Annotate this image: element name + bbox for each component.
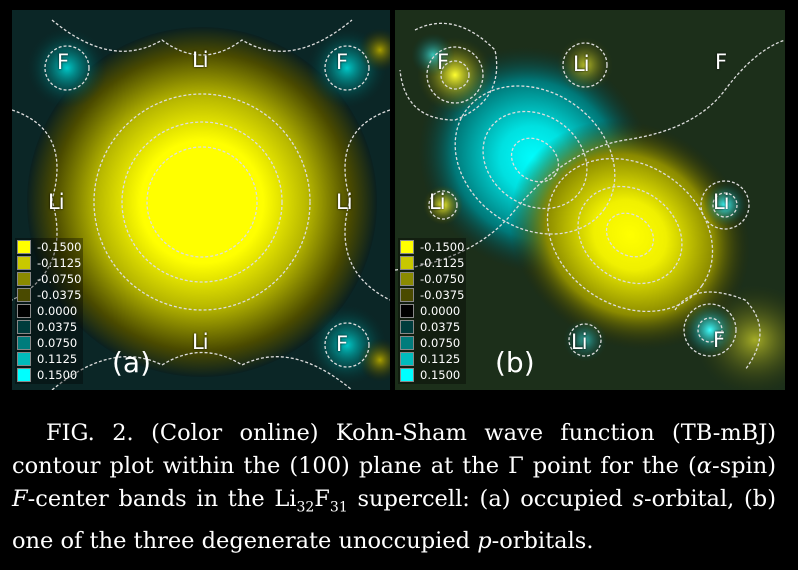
legend-row: 0.0000 — [400, 303, 464, 319]
atom-label: F — [336, 50, 348, 74]
atom-label: Li — [192, 330, 209, 354]
legend-value: 0.0375 — [37, 320, 78, 334]
panel-tag: (b) — [495, 346, 535, 379]
legend-value: 0.0000 — [420, 304, 461, 318]
caption-f-italic: F — [12, 486, 28, 512]
legend-swatch — [400, 272, 414, 286]
legend-row: -0.1125 — [17, 255, 81, 271]
figure-label: FIG. 2. — [46, 420, 134, 446]
legend-value: 0.1500 — [420, 368, 461, 382]
legend-row: 0.1500 — [17, 367, 81, 383]
contour-lines — [12, 19, 390, 390]
panel-a-contour-plot — [12, 10, 390, 390]
legend-value: -0.1500 — [420, 240, 465, 254]
atom-label: F — [713, 328, 725, 352]
legend-value: 0.1125 — [37, 352, 78, 366]
caption-subscript: 32 — [296, 499, 315, 516]
legend-row: -0.0750 — [17, 271, 81, 287]
legend-swatch — [400, 336, 414, 350]
legend-swatch — [17, 288, 31, 302]
color-legend: -0.1500 -0.1125 -0.0750 -0.0375 0.0000 0… — [15, 238, 84, 384]
legend-value: -0.1125 — [420, 256, 465, 270]
caption-text: -orbital, (b) one of the three degenerat… — [12, 486, 776, 554]
legend-value: 0.1125 — [420, 352, 461, 366]
atom-label: Li — [48, 190, 65, 214]
legend-swatch — [17, 352, 31, 366]
caption-text: supercell: (a) occupied — [347, 486, 633, 512]
legend-value: 0.1500 — [37, 368, 78, 382]
caption-text: -orbitals. — [491, 527, 594, 554]
legend-swatch — [400, 320, 414, 334]
caption-text: F — [314, 486, 330, 512]
legend-value: -0.1500 — [37, 240, 82, 254]
legend-value: -0.0375 — [37, 288, 82, 302]
legend-swatch — [17, 304, 31, 318]
legend-row: 0.0750 — [400, 335, 464, 351]
legend-value: -0.0750 — [37, 272, 82, 286]
panel-a-s-orbital: F Li F Li Li Li F -0.1500 -0.1125 -0.075… — [12, 10, 390, 390]
legend-swatch — [400, 256, 414, 270]
legend-row: -0.0375 — [17, 287, 81, 303]
legend-value: 0.0750 — [37, 336, 78, 350]
atom-label: Li — [192, 48, 209, 72]
legend-swatch — [400, 352, 414, 366]
legend-row: 0.0375 — [17, 319, 81, 335]
legend-value: 0.0000 — [37, 304, 78, 318]
legend-swatch — [17, 256, 31, 270]
caption-text: -spin) — [711, 453, 776, 479]
legend-row: 0.1500 — [400, 367, 464, 383]
legend-row: -0.0375 — [400, 287, 464, 303]
atom-label: Li — [571, 330, 588, 354]
legend-swatch — [400, 368, 414, 382]
legend-value: -0.0375 — [420, 288, 465, 302]
legend-swatch — [17, 272, 31, 286]
atom-label: Li — [429, 190, 446, 214]
legend-value: -0.0750 — [420, 272, 465, 286]
legend-swatch — [400, 240, 414, 254]
legend-value: -0.1125 — [37, 256, 82, 270]
legend-swatch — [17, 336, 31, 350]
legend-value: 0.0375 — [420, 320, 461, 334]
color-legend: -0.1500 -0.1125 -0.0750 -0.0375 0.0000 0… — [398, 238, 467, 384]
caption-alpha: α — [696, 453, 712, 479]
legend-row: 0.0750 — [17, 335, 81, 351]
caption-subscript: 31 — [329, 499, 348, 516]
caption-s-italic: s — [632, 486, 645, 512]
atom-label: F — [437, 50, 449, 74]
panel-tag: (a) — [112, 346, 152, 379]
legend-value: 0.0750 — [420, 336, 461, 350]
atom-label: F — [336, 332, 348, 356]
atom-label: Li — [713, 190, 730, 214]
contour-lines — [395, 22, 785, 371]
legend-swatch — [400, 304, 414, 318]
legend-row: 0.1125 — [17, 351, 81, 367]
figure-caption: FIG. 2. (Color online) Kohn-Sham wave fu… — [12, 417, 776, 558]
atom-label: F — [57, 50, 69, 74]
caption-p-italic: p — [477, 527, 492, 554]
atom-label: Li — [336, 190, 353, 214]
caption-text: -center bands in the Li — [27, 486, 297, 512]
legend-swatch — [17, 240, 31, 254]
legend-row: -0.1500 — [400, 239, 464, 255]
atom-site-glow — [27, 28, 107, 108]
panel-b-contour-plot — [395, 10, 785, 390]
legend-swatch — [17, 320, 31, 334]
legend-row: 0.1125 — [400, 351, 464, 367]
legend-swatch — [17, 368, 31, 382]
legend-row: -0.0750 — [400, 271, 464, 287]
legend-row: -0.1500 — [17, 239, 81, 255]
panel-b-p-orbital: F Li F Li Li Li F -0.1500 -0.1125 -0.075… — [395, 10, 785, 390]
legend-row: 0.0375 — [400, 319, 464, 335]
caption-text: (Color online) Kohn-Sham wave function (… — [12, 420, 776, 479]
atom-label: F — [715, 50, 727, 74]
atom-label: Li — [573, 52, 590, 76]
legend-row: -0.1125 — [400, 255, 464, 271]
legend-swatch — [400, 288, 414, 302]
legend-row: 0.0000 — [17, 303, 81, 319]
